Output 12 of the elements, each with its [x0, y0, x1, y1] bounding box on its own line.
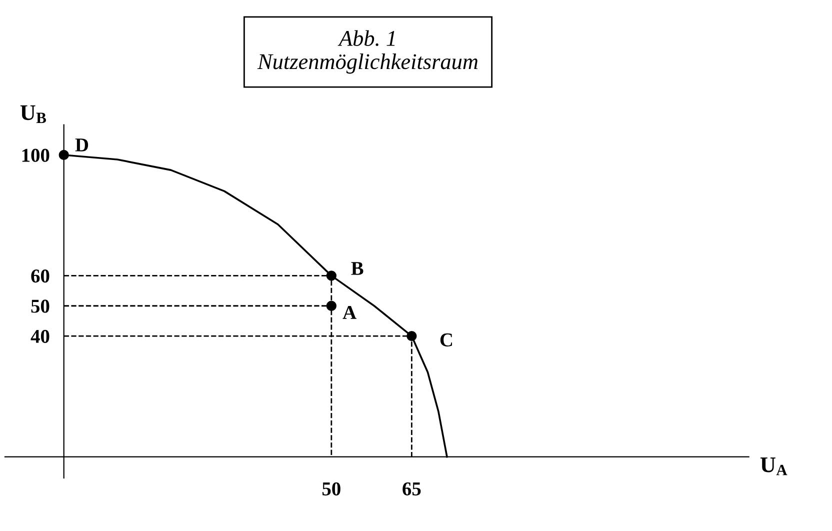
y-tick-label: 40 [30, 330, 50, 343]
y-tick-label: 60 [31, 270, 50, 283]
y-tick-label: 50 [31, 300, 50, 313]
y-axis-title: U$_{B}$ [20, 105, 46, 124]
y-tick-label: 100 [22, 148, 50, 162]
x-tick-label: 65 [402, 482, 421, 496]
annotation: A [342, 306, 356, 319]
annotation: D [75, 138, 88, 152]
annotation: B [351, 262, 364, 275]
x-axis-title: U$_{A}$ [760, 458, 788, 476]
chart-title: Abb. 1 Nutzenmöglichkeitsraum [257, 30, 478, 74]
annotation: C [440, 333, 452, 346]
